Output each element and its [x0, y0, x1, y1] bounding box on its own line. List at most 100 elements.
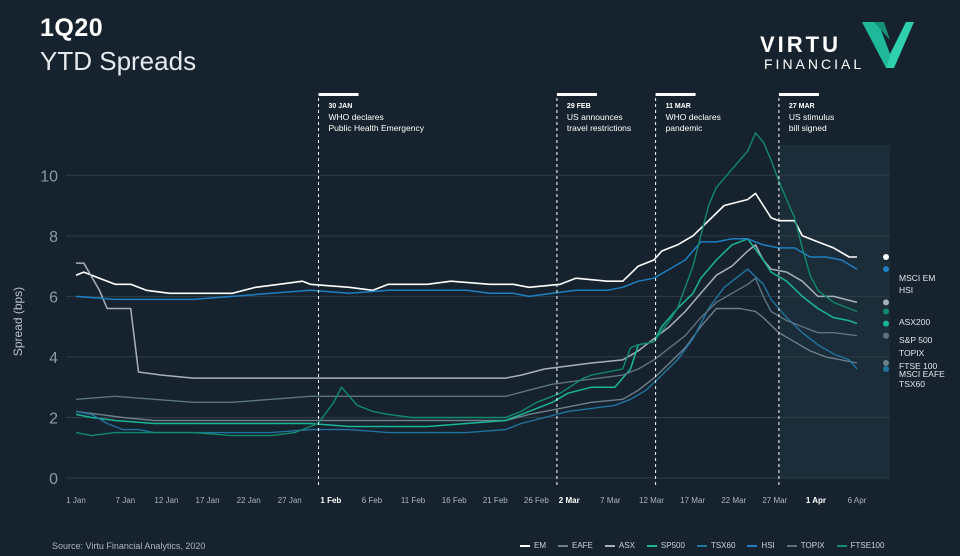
logo-word: VIRTU — [760, 32, 841, 57]
legend-label: EM — [534, 541, 546, 550]
x-tick-label: 6 Feb — [362, 496, 383, 505]
series-end-label: MSCI EM — [899, 273, 935, 283]
page-subtitle: YTD Spreads — [40, 46, 197, 76]
event-bar-3 — [655, 93, 696, 96]
series-line-em — [75, 192, 857, 295]
series-end-label: HSI — [899, 285, 913, 295]
series-end-label: FTSE 100 — [899, 361, 938, 371]
y-axis-title: Spread (bps) — [11, 287, 25, 356]
legend-item: EAFE — [558, 541, 593, 550]
virtu-logo: VIRTU FINANCIAL — [760, 20, 920, 72]
y-tick-label: 8 — [49, 229, 58, 246]
x-tick-label: 17 Mar — [680, 496, 705, 505]
end-marker-asx — [883, 299, 889, 306]
x-tick-label: 17 Jan — [196, 496, 220, 505]
x-tick-label: 2 Mar — [559, 496, 580, 505]
series-line-eafe — [75, 307, 858, 422]
x-tick-label: 21 Feb — [483, 496, 508, 505]
end-marker-eafe — [883, 359, 889, 366]
x-tick-label: 1 Jan — [66, 496, 86, 505]
event-text: Public Health Emergency — [329, 123, 425, 133]
event-text: pandemic — [666, 123, 704, 133]
series-end-label: MSCI EAFE — [899, 369, 945, 379]
event-date: 29 FEB — [567, 103, 591, 110]
legend-label: TSX60 — [710, 541, 736, 550]
event-date: 11 MAR — [666, 103, 691, 110]
event-text: WHO declares — [666, 112, 721, 122]
logo-sub: FINANCIAL — [764, 56, 865, 72]
x-tick-label: 27 Jan — [278, 496, 302, 505]
legend-label: ASX — [618, 541, 635, 550]
x-tick-label: 1 Apr — [806, 496, 826, 505]
legend-label: SP500 — [660, 541, 685, 550]
legend-item: ASX — [604, 541, 635, 550]
legend-swatch — [646, 544, 657, 547]
x-tick-label: 12 Jan — [154, 496, 178, 505]
series-line-topix — [75, 277, 858, 403]
virtu-mark-icon — [862, 22, 914, 68]
source-note: Source: Virtu Financial Analytics, 2020 — [52, 541, 206, 551]
legend-label: TOPIX — [800, 541, 825, 550]
end-marker-em — [883, 254, 889, 261]
y-tick-label: 10 — [40, 168, 58, 185]
x-tick-label: 7 Mar — [600, 496, 621, 505]
legend-item: FTSE100 — [836, 541, 885, 550]
legend: EM EAFE ASX SP500 TSX60 HSI TOPIX FTSE100 — [520, 541, 884, 550]
series-line-hsi — [75, 238, 858, 301]
event-text: bill signed — [789, 123, 827, 133]
x-tick-label: 7 Jan — [116, 496, 136, 505]
legend-item: TSX60 — [696, 541, 736, 550]
legend-item: HSI — [747, 541, 775, 550]
y-tick-label: 6 — [49, 289, 58, 306]
shaded-region — [778, 145, 890, 478]
event-date: 27 MAR — [789, 103, 815, 110]
event-bar-4 — [778, 93, 819, 96]
x-tick-label: 12 Mar — [639, 496, 664, 505]
event-text: travel restrictions — [567, 123, 631, 133]
legend-label: HSI — [761, 541, 775, 550]
legend-swatch — [604, 544, 615, 547]
x-tick-label: 6 Apr — [848, 496, 867, 505]
event-bar-1 — [318, 93, 359, 96]
legend-label: EAFE — [572, 541, 593, 550]
legend-swatch — [836, 544, 847, 547]
x-tick-label: 11 Feb — [401, 496, 426, 505]
event-text: WHO declares — [329, 112, 384, 122]
end-marker-ftse100 — [883, 308, 889, 315]
legend-swatch — [696, 544, 707, 547]
end-marker-topix — [883, 332, 889, 339]
series-line-asx — [76, 244, 858, 379]
y-tick-label: 4 — [49, 350, 58, 367]
end-marker-tsx60 — [883, 366, 889, 373]
series-line-ftse100 — [75, 132, 858, 437]
y-tick-label: 2 — [49, 410, 58, 427]
x-tick-label: 16 Feb — [442, 496, 467, 505]
legend-swatch — [786, 544, 797, 547]
x-tick-label: 1 Feb — [320, 496, 341, 505]
y-tick-label: 0 — [49, 471, 58, 488]
end-marker-hsi — [883, 266, 889, 273]
event-text: US announces — [567, 112, 623, 122]
event-date: 30 JAN — [329, 103, 353, 110]
event-bar-2 — [556, 93, 597, 96]
series-end-label: ASX200 — [899, 317, 930, 327]
legend-item: SP500 — [646, 541, 685, 550]
series-line-sp500 — [75, 238, 858, 428]
legend-item: EM — [520, 541, 546, 550]
series-end-label: S&P 500 — [899, 335, 933, 345]
legend-item: TOPIX — [786, 541, 825, 550]
legend-swatch — [558, 544, 568, 547]
end-marker-sp500 — [883, 320, 889, 327]
x-tick-label: 26 Feb — [524, 496, 549, 505]
legend-swatch — [747, 544, 758, 547]
series-end-label: TSX60 — [899, 379, 925, 389]
event-text: US stimulus — [789, 112, 834, 122]
x-tick-label: 27 Mar — [762, 496, 787, 505]
x-tick-label: 22 Jan — [237, 496, 261, 505]
x-tick-label: 22 Mar — [721, 496, 746, 505]
legend-swatch — [520, 544, 530, 547]
series-end-label: TOPIX — [899, 348, 925, 358]
legend-label: FTSE100 — [850, 541, 885, 550]
page-title: 1Q20 — [40, 14, 104, 42]
